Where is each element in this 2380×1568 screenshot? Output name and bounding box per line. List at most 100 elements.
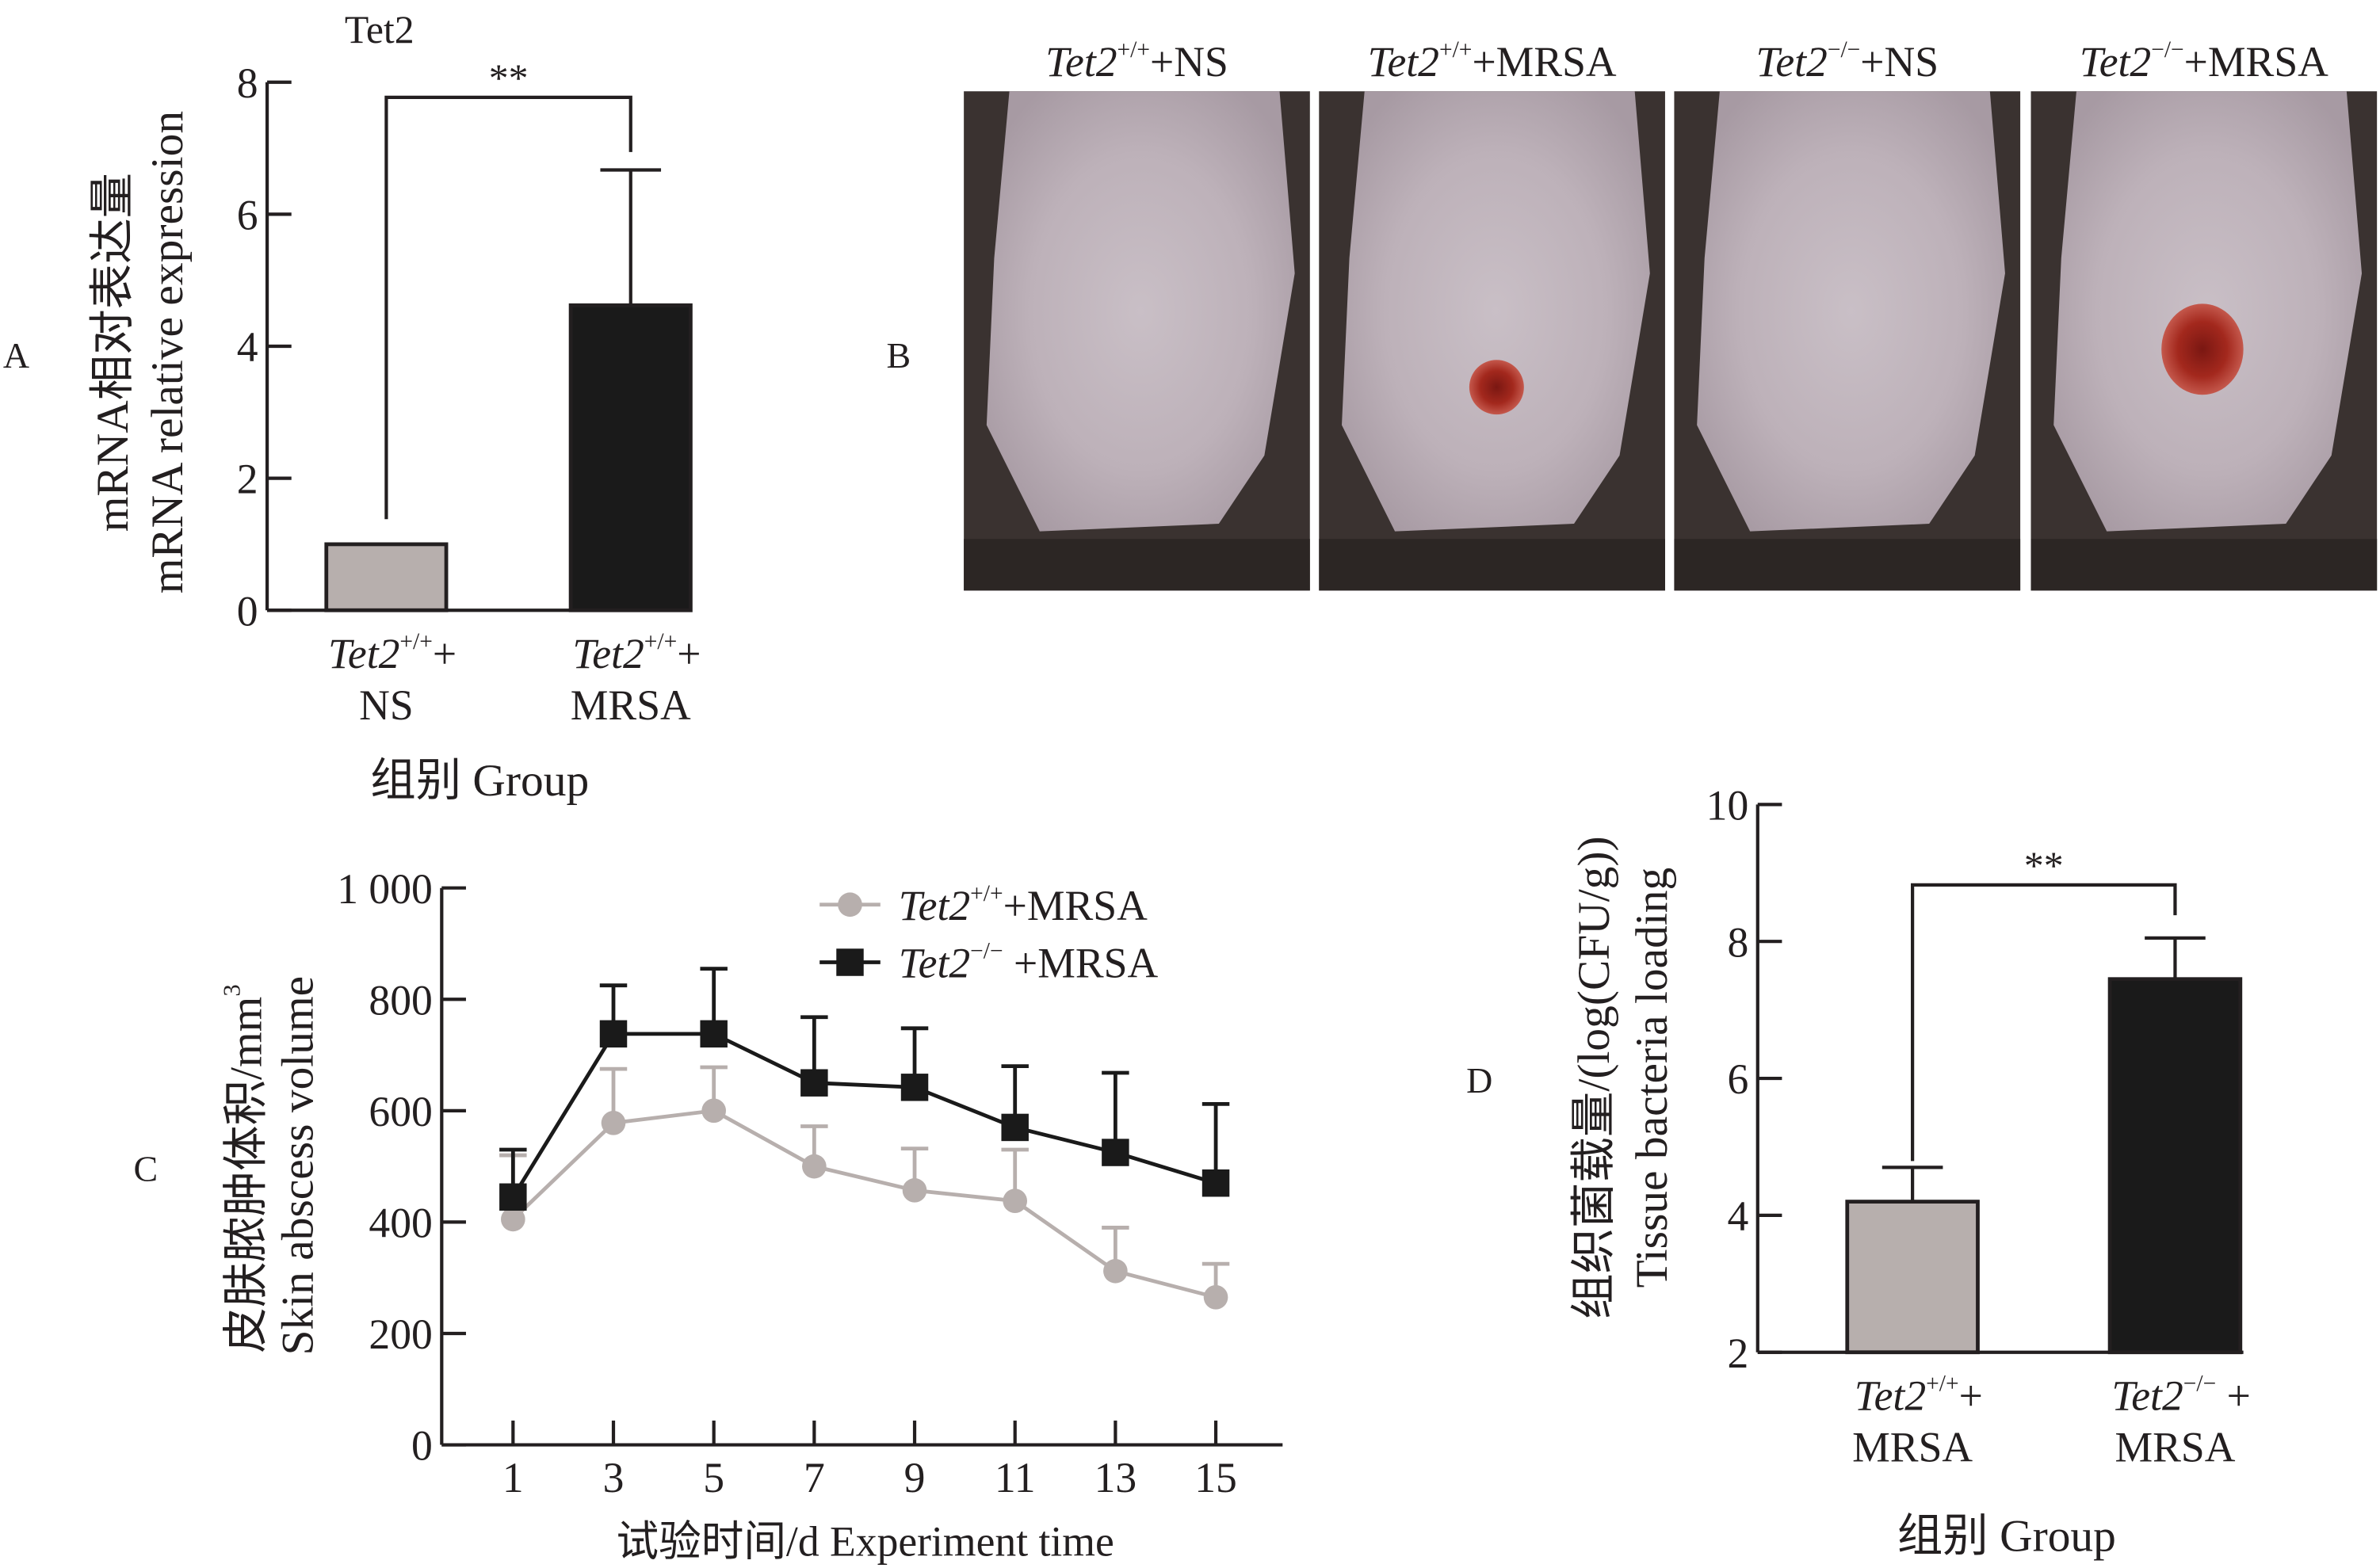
y-tick-label: 2 <box>1727 1330 1748 1377</box>
y-tick-label: 8 <box>1727 918 1748 966</box>
data-point <box>900 1074 929 1101</box>
y-tick-label: 0 <box>411 1422 433 1470</box>
photo-group-label: Tet2+/++MRSA <box>1368 37 1617 86</box>
y-axis-label-en: Skin abscess volume <box>273 976 323 1356</box>
y-axis-label-en: Tissue bacteria loading <box>1627 868 1677 1288</box>
data-point <box>1103 1258 1128 1284</box>
x-tick-label-line2: NS <box>359 681 414 729</box>
y-tick-label: 400 <box>369 1200 432 1247</box>
y-axis-label-en: mRNA relative expression <box>143 111 193 593</box>
data-point <box>700 1020 728 1048</box>
y-axis-label-cn: 组织菌载量/(log(CFU/g)) <box>1569 836 1619 1318</box>
x-tick-label: 13 <box>1094 1454 1137 1501</box>
panel-label-b: B <box>886 335 911 376</box>
data-point <box>1102 1139 1129 1166</box>
legend-label: Tet2−/− +MRSA <box>899 939 1159 987</box>
significance-bracket <box>1911 883 2177 1162</box>
y-tick-label: 1 000 <box>337 865 433 913</box>
legend-marker <box>836 948 864 976</box>
panel-label-d: D <box>1466 1060 1492 1101</box>
x-tick-label: 3 <box>603 1454 625 1501</box>
x-tick-label: Tet2+/++ <box>1855 1371 1983 1419</box>
photo-fur-bottom <box>1674 539 2021 591</box>
y-tick-label: 4 <box>237 323 258 371</box>
data-point <box>1001 1113 1029 1142</box>
y-axis-label-cn: 皮肤脓肿体积/mm3 <box>219 984 272 1352</box>
abscess-lesion <box>1469 360 1524 415</box>
mouse-photo <box>1674 91 2021 591</box>
x-axis-label: 试验时间/d Experiment time <box>616 1517 1114 1565</box>
x-tick-label: 15 <box>1194 1454 1237 1501</box>
data-point <box>1203 1284 1228 1310</box>
y-tick-label: 0 <box>237 587 258 635</box>
x-tick-label: 7 <box>804 1454 825 1501</box>
mouse-photo <box>1319 91 1665 591</box>
series-line <box>511 1108 1217 1299</box>
bar <box>324 542 449 612</box>
y-tick-label: 8 <box>237 59 258 107</box>
bar <box>568 303 693 612</box>
x-tick-label-line2: MRSA <box>2114 1424 2235 1471</box>
bar <box>1845 1200 1980 1355</box>
photo-fur-bottom <box>964 539 1310 591</box>
data-point <box>802 1154 827 1179</box>
panel-label-c: C <box>134 1148 159 1188</box>
y-tick-label: 600 <box>369 1088 432 1135</box>
data-point <box>501 1207 525 1232</box>
series-line <box>511 1032 1217 1199</box>
mouse-photo <box>964 91 1310 591</box>
x-axis-label: 组别 Group <box>1897 1512 2116 1562</box>
x-tick-label: 1 <box>502 1454 524 1501</box>
x-tick-label: 5 <box>703 1454 724 1501</box>
x-axis-label: 组别 Group <box>370 756 589 806</box>
data-point <box>800 1069 828 1097</box>
x-tick-label: Tet2+/++ <box>328 629 457 677</box>
chart-d-bacteria-loading: 2 4 6 8 10 Tet2+/++ MRSA Tet2−/− + MRSA ** 组别 Grou… <box>1569 782 2251 1562</box>
x-tick-label: Tet2+/++ <box>572 629 701 677</box>
photo-shaved-skin <box>986 91 1295 532</box>
data-point <box>701 1098 727 1124</box>
legend-label: Tet2+/++MRSA <box>899 881 1148 929</box>
photo-group-label: Tet2−/−+NS <box>1755 37 1939 86</box>
y-tick-label: 6 <box>237 192 258 239</box>
y-tick-label: 6 <box>1727 1055 1748 1103</box>
data-point <box>902 1178 927 1203</box>
photo-shaved-skin <box>1697 91 2005 532</box>
legend-marker <box>838 892 862 918</box>
y-tick-label: 2 <box>237 456 258 503</box>
x-tick-label: 9 <box>904 1454 926 1501</box>
x-tick-label-line2: MRSA <box>1852 1424 1973 1471</box>
data-point <box>499 1183 527 1211</box>
series-knockout <box>499 967 1230 1211</box>
y-axis-label-cn: mRNA相对表达量 <box>88 173 138 532</box>
panel-b-mouse-photos: Tet2+/++NS Tet2+/++MRSA Tet2−/−+NS Tet2−/−+… <box>964 37 2378 591</box>
data-point <box>601 1110 626 1135</box>
bar <box>2107 977 2243 1355</box>
series-wildtype <box>499 1065 1230 1310</box>
photo-group-label: Tet2−/−+MRSA <box>2080 37 2328 86</box>
photo-group-label: Tet2+/++NS <box>1045 37 1228 86</box>
photo-fur-bottom <box>1319 539 1665 591</box>
photo-shaved-skin <box>1342 91 1650 532</box>
x-tick-label: Tet2−/− + <box>2111 1371 2250 1419</box>
mouse-photo <box>2030 91 2378 591</box>
y-tick-label: 200 <box>369 1310 432 1358</box>
abscess-lesion <box>2161 303 2244 395</box>
y-tick-label: 10 <box>1706 782 1749 830</box>
significance-bracket <box>384 95 632 520</box>
data-point <box>599 1020 628 1048</box>
chart-title: Tet2 <box>345 8 414 52</box>
y-tick-label: 4 <box>1727 1192 1748 1240</box>
significance-label: ** <box>489 56 529 100</box>
data-point <box>1201 1169 1230 1197</box>
data-point <box>1003 1188 1028 1214</box>
x-tick-label: 11 <box>995 1454 1036 1501</box>
panel-label-a: A <box>3 335 29 376</box>
significance-label: ** <box>2024 844 2064 887</box>
y-tick-label: 800 <box>369 976 432 1024</box>
photo-fur-bottom <box>2030 539 2378 591</box>
x-tick-label-line2: MRSA <box>571 681 691 729</box>
